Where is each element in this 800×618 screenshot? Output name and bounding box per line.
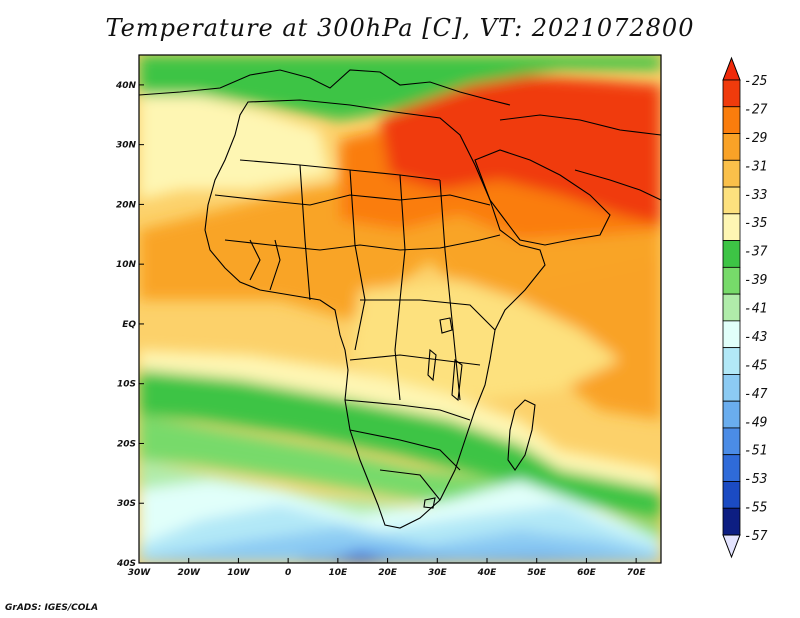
colorbar-swatch — [722, 213, 741, 241]
colorbar-label: -45 — [744, 358, 768, 373]
lat-tick-label: 10S — [117, 380, 136, 390]
lat-tick-label: EQ — [122, 320, 136, 330]
lon-tick-label: 0 — [285, 568, 291, 578]
colorbar-label: -49 — [744, 415, 767, 430]
map-frame — [138, 54, 662, 564]
chart-title: Temperature at 300hPa [C], VT: 202107280… — [105, 14, 695, 42]
colorbar-swatch — [722, 79, 741, 108]
colorbar-swatch — [722, 266, 741, 295]
colorbar-label: -37 — [744, 245, 768, 260]
colorbar-swatch — [722, 400, 741, 429]
lat-tick-label: 20N — [116, 200, 137, 210]
lon-tick-label: 70E — [627, 568, 647, 578]
colorbar-label: -41 — [744, 302, 767, 317]
lon-tick-label: 20W — [177, 568, 201, 578]
axis-ticks: 30W 20W 10W 0 10E 20E 30E 40E 50E 60E 70E 40N 30N 20N… — [115, 81, 646, 578]
lat-tick-label: 30S — [117, 499, 136, 509]
colorbar-label: -35 — [744, 216, 768, 231]
colorbar-swatch — [722, 347, 741, 375]
lon-tick-label: 50E — [527, 568, 547, 578]
lat-tick-label: 30N — [116, 141, 137, 151]
lon-tick-label: 10W — [227, 568, 251, 578]
colorbar-label: -47 — [744, 387, 768, 402]
colorbar-swatch — [722, 133, 741, 161]
colorbar-label: -39 — [744, 273, 767, 288]
coastlines — [139, 69, 661, 529]
colorbar-swatch — [722, 454, 741, 482]
colorbar-swatch — [722, 240, 741, 268]
colorbar: -25 -27 -29 -31 -33 -35 -37 -39 -41 -43 -45 -47 -49 -… — [722, 56, 768, 559]
colorbar-label: -33 — [744, 188, 767, 203]
colorbar-bottom-arrow — [722, 534, 741, 559]
lat-tick-label: 10N — [116, 260, 137, 270]
lon-tick-label: 10E — [329, 568, 349, 578]
colorbar-label: -55 — [744, 501, 768, 516]
colorbar-swatch — [722, 507, 741, 536]
colorbar-swatch — [722, 427, 741, 456]
colorbar-swatch — [722, 374, 741, 402]
colorbar-swatch — [722, 159, 741, 188]
lon-tick-label: 20E — [378, 568, 398, 578]
colorbar-label: -57 — [744, 529, 768, 544]
temperature-field — [139, 55, 661, 563]
lon-tick-label: 60E — [577, 568, 597, 578]
lat-tick-label: 20S — [117, 439, 136, 449]
lon-tick-label: 40E — [477, 568, 498, 578]
lat-tick-label: 40S — [116, 559, 136, 569]
colorbar-swatch — [722, 186, 741, 215]
colorbar-top-arrow — [722, 56, 741, 81]
colorbar-swatch — [722, 293, 741, 322]
colorbar-label: -31 — [744, 159, 767, 174]
colorbar-swatch — [722, 106, 741, 134]
colorbar-label: -53 — [744, 472, 767, 487]
colorbar-swatch — [722, 320, 741, 349]
colorbar-label: -27 — [744, 102, 768, 117]
colorbar-label: -43 — [744, 330, 767, 345]
lon-tick-label: 30W — [128, 568, 152, 578]
lat-tick-label: 40N — [115, 81, 137, 91]
colorbar-label: -25 — [744, 74, 768, 89]
colorbar-label: -29 — [744, 131, 767, 146]
footer-credit: GrADS: IGES/COLA — [5, 603, 99, 613]
colorbar-label: -51 — [744, 444, 767, 459]
lon-tick-label: 30E — [428, 568, 448, 578]
colorbar-swatch — [722, 481, 741, 509]
